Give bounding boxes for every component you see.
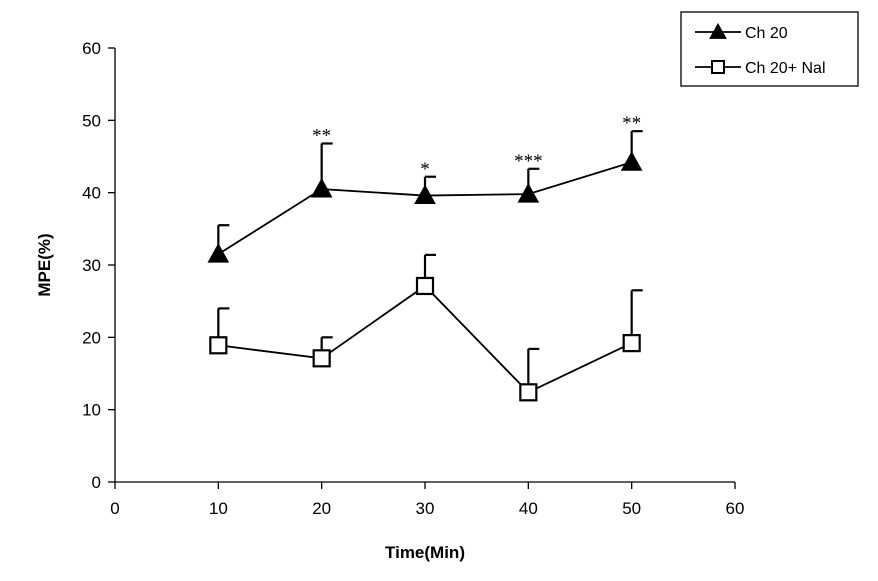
- legend-marker-square: [711, 60, 725, 74]
- data-point: [209, 336, 228, 355]
- y-tick-label: 30: [82, 256, 101, 275]
- y-tick-label: 10: [82, 401, 101, 420]
- series-line: [218, 284, 633, 394]
- data-point: [312, 349, 331, 368]
- data-point: [414, 184, 436, 205]
- significance-label: **: [312, 125, 331, 146]
- x-tick-label: 50: [622, 499, 641, 518]
- y-tick-label: 20: [82, 328, 101, 347]
- x-tick-label: 10: [209, 499, 228, 518]
- legend-marker-triangle: [709, 22, 727, 39]
- y-tick-label: 40: [82, 184, 101, 203]
- legend-label: Ch 20+ Nal: [745, 60, 826, 77]
- data-point: [310, 178, 333, 198]
- legend: Ch 20 Ch 20+ Nal: [680, 11, 859, 87]
- x-tick-label: 40: [519, 499, 538, 518]
- y-tick-label: 0: [92, 473, 101, 492]
- y-tick-label: 60: [82, 39, 101, 58]
- x-tick-label: 30: [416, 499, 435, 518]
- data-point: [415, 276, 435, 296]
- series-1: *** *****: [207, 113, 643, 263]
- data-point: [519, 383, 538, 402]
- x-tick-label: 60: [726, 499, 745, 518]
- data-point: [622, 334, 641, 353]
- legend-item: Ch 20+ Nal: [695, 60, 826, 77]
- legend-item: Ch 20: [695, 22, 788, 42]
- data-point: [207, 243, 230, 263]
- significance-label: **: [622, 113, 641, 134]
- significance-label: *: [420, 159, 430, 180]
- x-tick-label: 0: [110, 499, 119, 518]
- x-axis-title: Time(Min): [385, 543, 465, 562]
- plot-area: *** *****: [207, 113, 643, 402]
- data-point: [620, 151, 643, 171]
- x-tick-label: 20: [312, 499, 331, 518]
- data-point: [517, 183, 540, 203]
- series-2: [209, 253, 643, 402]
- legend-box: [680, 11, 859, 87]
- legend-label: Ch 20: [745, 25, 788, 42]
- axes: 0 10 20 30 40 50 60 0 10 20 30 40 50 60 Time(Min) MPE(%…: [35, 39, 744, 562]
- y-axis-title: MPE(%): [35, 233, 54, 296]
- y-tick-label: 50: [82, 111, 101, 130]
- significance-label: ***: [514, 151, 543, 172]
